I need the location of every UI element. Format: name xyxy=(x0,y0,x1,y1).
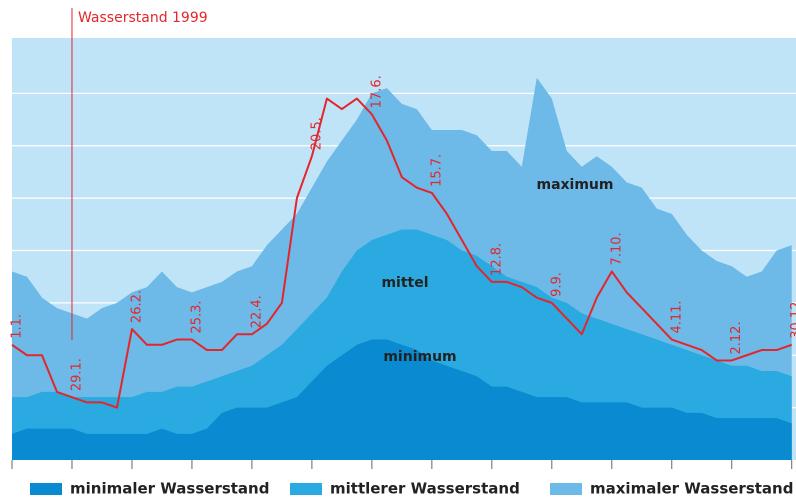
series-name: Wasserstand 1999 xyxy=(78,10,208,26)
date-label: 4.11. xyxy=(669,300,684,333)
date-label: 20.5. xyxy=(309,117,324,150)
date-label: 30.12. xyxy=(789,297,796,338)
date-label: 1.1. xyxy=(10,314,25,339)
legend-label: maximaler Wasserstand xyxy=(590,480,793,498)
legend-label: minimaler Wasserstand xyxy=(70,480,269,498)
area-label: maximum xyxy=(536,177,613,193)
line xyxy=(11,97,793,409)
area-label: minimum xyxy=(383,349,456,365)
legend-label: mittlerer Wasserstand xyxy=(330,480,520,498)
date-label: 7.10. xyxy=(609,232,624,265)
date-label: 29.1. xyxy=(69,358,84,391)
date-label: 26.2. xyxy=(129,290,144,323)
area xyxy=(12,339,792,460)
date-label: 22.4. xyxy=(249,295,264,328)
area-label: mittel xyxy=(381,275,428,291)
date-label: 2.12. xyxy=(729,321,744,354)
date-label: 25.3. xyxy=(189,300,204,333)
date-label: 17.6. xyxy=(369,75,384,108)
date-label: 9.9. xyxy=(549,272,564,297)
legend-swatch xyxy=(30,483,62,495)
date-label: 12.8. xyxy=(489,243,504,276)
legend-swatch xyxy=(550,483,582,495)
legend-swatch xyxy=(290,483,322,495)
date-label: 15.7. xyxy=(429,154,444,187)
